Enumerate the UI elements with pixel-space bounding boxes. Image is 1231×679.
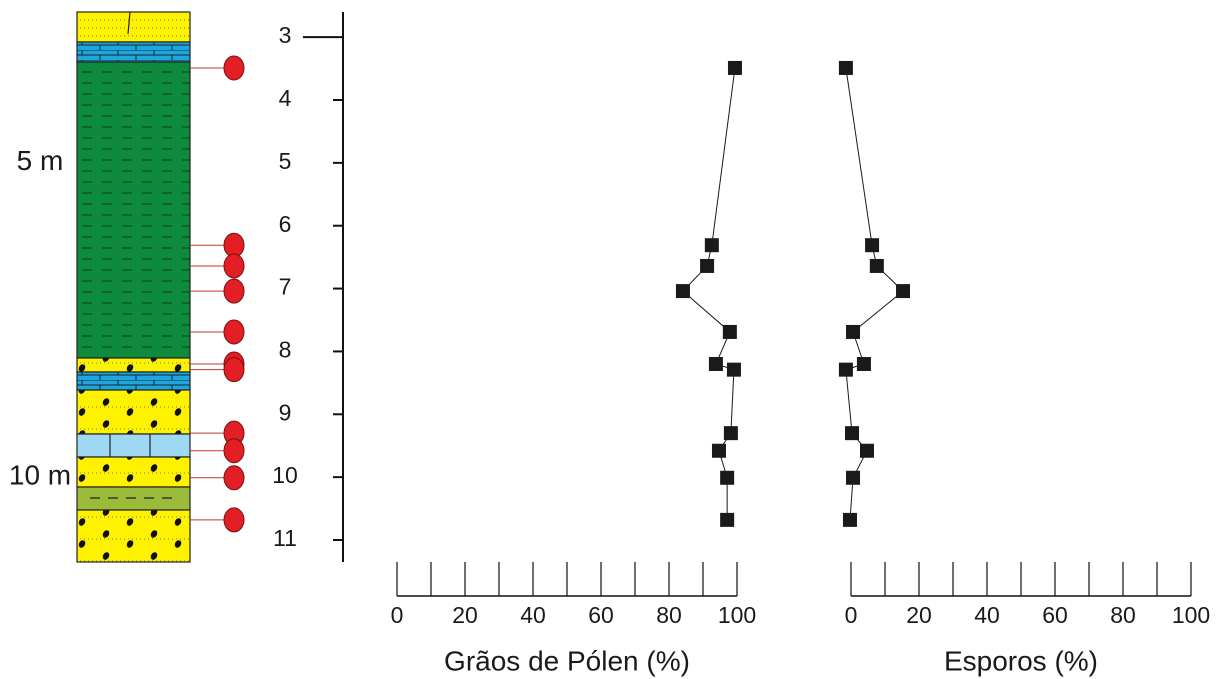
x-tick-label: 100 <box>1172 602 1210 628</box>
sample-marker <box>223 278 245 304</box>
column-depth-label: 5 m <box>17 145 64 176</box>
data-point <box>842 512 857 527</box>
data-point <box>720 512 735 527</box>
sample-marker <box>223 507 245 533</box>
data-point <box>722 324 737 339</box>
sand-layer <box>76 11 191 43</box>
conglomerate-layer <box>76 357 191 373</box>
x-tick-label: 80 <box>656 602 682 628</box>
data-point <box>838 362 853 377</box>
data-point <box>846 470 861 485</box>
data-point <box>675 284 690 299</box>
y-tick-label: 6 <box>279 211 292 237</box>
data-point <box>846 324 861 339</box>
conglomerate-layer <box>76 509 191 563</box>
sample-marker <box>223 55 245 81</box>
limestone-layer <box>76 41 191 63</box>
marl-layer <box>76 433 191 458</box>
x-tick-label: 40 <box>520 602 546 628</box>
sample-marker <box>223 319 245 345</box>
data-point <box>845 426 860 441</box>
data-point <box>726 362 741 377</box>
fracture <box>127 11 131 35</box>
conglomerate-layer <box>76 389 191 435</box>
data-point <box>711 443 726 458</box>
data-point <box>704 238 719 253</box>
data-point <box>700 258 715 273</box>
y-tick-label: 7 <box>279 274 292 300</box>
limestone-layer <box>76 371 191 391</box>
sample-marker <box>223 438 245 464</box>
x-tick-label: 20 <box>452 602 478 628</box>
data-point <box>720 470 735 485</box>
y-tick-label: 9 <box>279 399 292 425</box>
data-point <box>856 357 871 371</box>
y-tick-label: 3 <box>279 22 292 48</box>
y-tick-label: 11 <box>273 525 297 551</box>
x-tick-label: 80 <box>1110 602 1136 628</box>
data-point <box>869 258 884 273</box>
sample-marker <box>223 357 245 383</box>
data-point <box>708 357 723 371</box>
x-tick-label: 60 <box>1042 602 1068 628</box>
y-tick-label: 10 <box>272 462 298 488</box>
sample-marker <box>223 465 245 491</box>
data-point <box>865 238 880 253</box>
profile-line <box>845 67 904 520</box>
shale-layer <box>76 61 191 359</box>
x-tick-label: 100 <box>718 602 756 628</box>
data-point <box>896 284 911 299</box>
sample-marker <box>223 253 245 279</box>
y-tick-label: 5 <box>279 148 292 174</box>
x-axis-label: Grãos de Pólen (%) <box>444 645 690 676</box>
y-tick-label: 4 <box>279 85 292 111</box>
column-depth-label: 10 m <box>9 460 71 491</box>
x-tick-label: 60 <box>588 602 614 628</box>
data-point <box>727 60 742 75</box>
profile-line <box>682 67 736 520</box>
x-tick-label: 40 <box>974 602 1000 628</box>
data-point <box>859 443 874 458</box>
x-tick-label: 0 <box>845 602 858 628</box>
y-tick-label: 8 <box>279 337 292 363</box>
x-axis-label: Esporos (%) <box>944 645 1098 676</box>
conglomerate-layer <box>76 456 191 488</box>
data-point <box>838 60 853 75</box>
data-point <box>723 426 738 441</box>
x-tick-label: 0 <box>391 602 404 628</box>
x-tick-label: 20 <box>906 602 932 628</box>
lithology-column <box>76 11 191 563</box>
